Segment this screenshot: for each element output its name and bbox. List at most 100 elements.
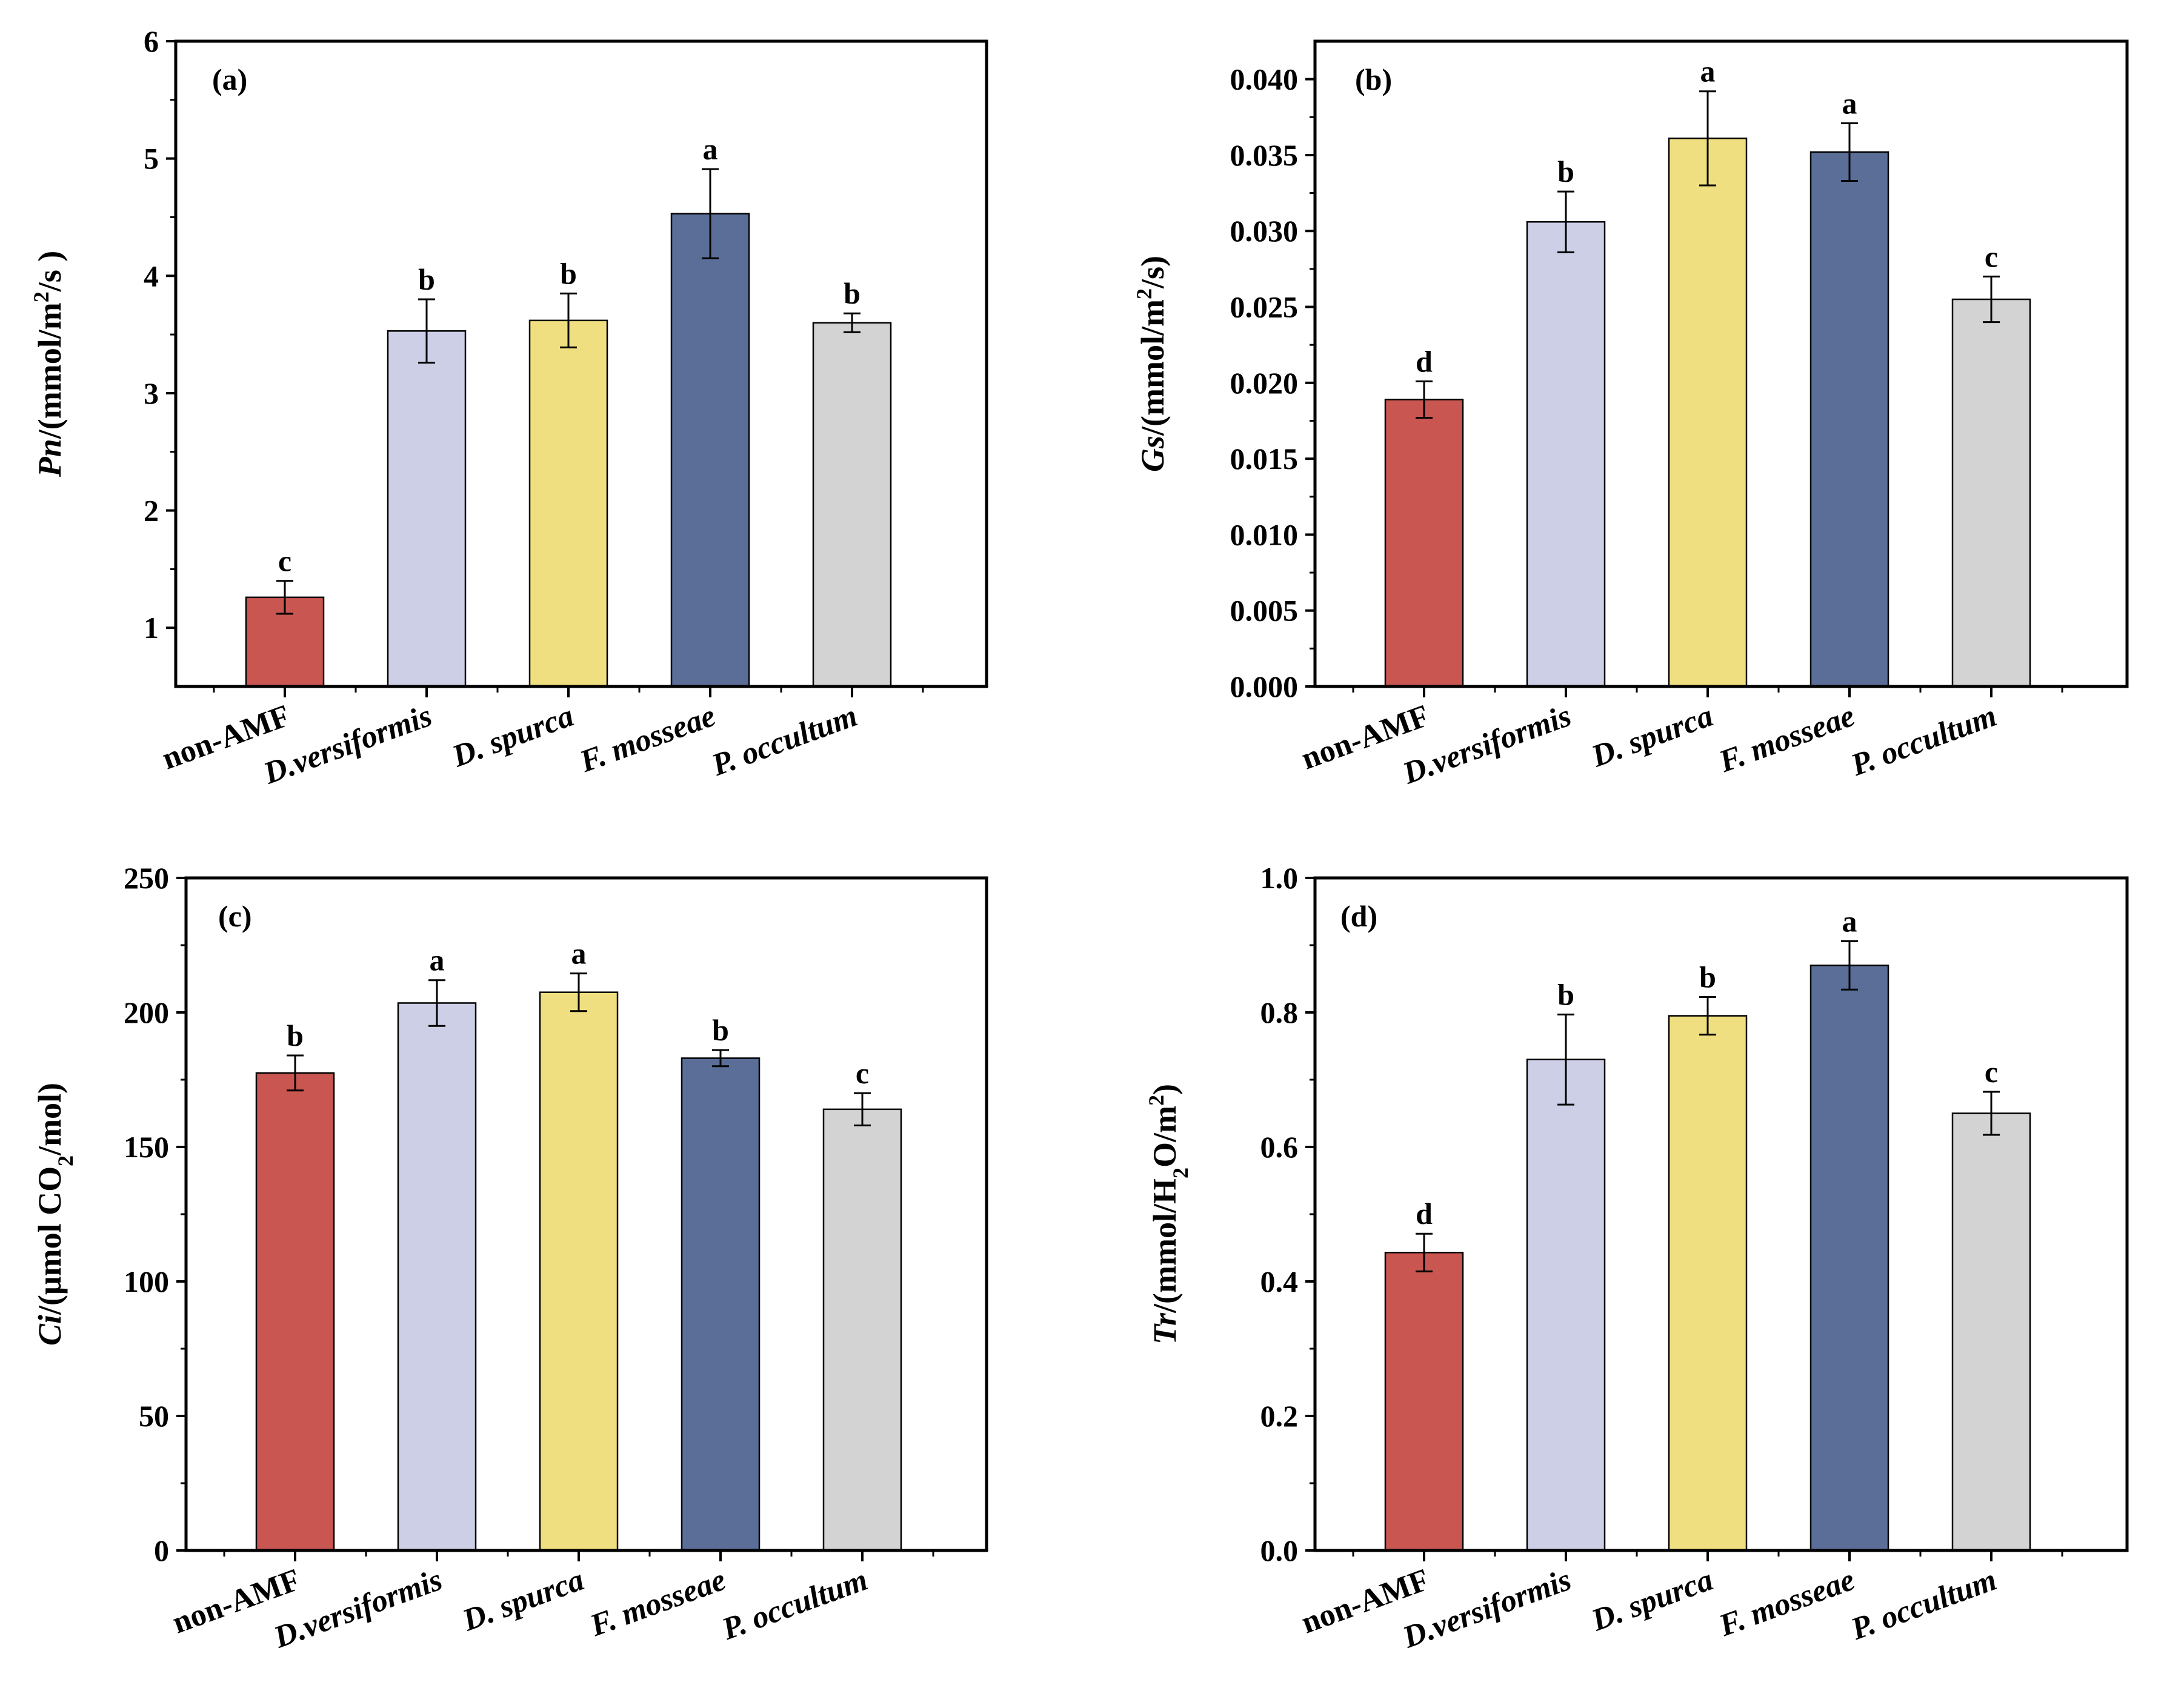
y-axis-title-part: 2 — [1132, 288, 1156, 299]
category-label: P. occultum — [1846, 699, 2001, 783]
y-tick-label: 5 — [144, 142, 159, 176]
y-axis-title-part: /s) — [1134, 256, 1171, 289]
significance-letter: d — [1416, 344, 1433, 378]
y-axis-title-part: 2 — [53, 1155, 78, 1166]
y-tick-label: 250 — [124, 861, 169, 895]
bar-non-amf — [1384, 1252, 1464, 1552]
panel-label: (b) — [1355, 62, 1392, 96]
bar-p-occultum — [1951, 1112, 2031, 1552]
y-tick-label: 0.010 — [1230, 517, 1299, 551]
y-tick-label: 100 — [124, 1264, 169, 1298]
panel-d-chart: dbbac0.00.20.40.60.81.0non-AMFD.versifor… — [1144, 861, 2129, 1655]
category-label: F. mosseae — [575, 699, 720, 780]
y-axis-title-part: Tr — [1147, 1312, 1183, 1344]
y-tick-label: 0.025 — [1230, 290, 1299, 324]
y-tick-label: 4 — [144, 259, 159, 293]
y-axis-title: Tr/(mmol/H2O/m2) — [1144, 1084, 1193, 1344]
bar-f-mosseae — [1809, 965, 1889, 1552]
category-label: D. spurca — [1586, 699, 1717, 774]
panel-c-chart: ba abc050100150200250non-AMFD.versiformis… — [32, 861, 988, 1655]
y-axis-title-part: Ci — [32, 1315, 68, 1346]
y-tick-label: 0.6 — [1260, 1130, 1299, 1164]
significance-letter: a — [1700, 55, 1716, 88]
bar-d-spurca — [539, 991, 619, 1552]
y-tick-label: 0.020 — [1230, 366, 1299, 400]
bar-f-mosseae — [1809, 151, 1889, 688]
significance-letter: b — [418, 262, 435, 296]
plot-frame — [174, 39, 988, 688]
y-tick-label: 0 — [154, 1534, 169, 1567]
y-axis-title-part: /(μmol CO — [32, 1166, 68, 1315]
category-label: F. mosseae — [585, 1563, 730, 1644]
category-label: P. occultum — [717, 1563, 872, 1647]
category-label: P. occultum — [707, 699, 862, 783]
bar-non-amf — [1384, 399, 1464, 688]
bar-d-versiformis — [1526, 1058, 1606, 1552]
significance-letter: b — [1557, 977, 1574, 1011]
significance-letter: b — [1557, 155, 1574, 188]
bar-f-mosseae — [681, 1057, 761, 1552]
y-tick-label: 3 — [144, 376, 159, 410]
significance-letter: a — [1842, 904, 1857, 938]
y-tick-label: 1 — [144, 611, 159, 645]
significance-letter: b — [712, 1013, 729, 1047]
y-tick-label: 0.040 — [1230, 62, 1299, 96]
y-axis-title-part: 2 — [29, 291, 53, 302]
y-axis-title-part: Gs — [1134, 436, 1171, 472]
significance-letter: c — [856, 1056, 869, 1090]
y-tick-label: 6 — [144, 24, 159, 58]
bar-non-amf — [255, 1072, 335, 1552]
significance-letter: c — [1985, 1055, 1998, 1089]
bar-d-versiformis — [1526, 221, 1606, 688]
bar-p-occultum — [812, 322, 892, 688]
category-label: F. mosseae — [1714, 699, 1859, 780]
y-axis-title: Ci/(μmol CO2/mol) — [32, 1083, 78, 1346]
significance-letter: a — [430, 943, 445, 977]
significance-letter: a — [1842, 86, 1857, 120]
bar-d-versiformis — [397, 1002, 477, 1552]
plot-frame — [1313, 39, 2129, 688]
y-tick-label: 0.035 — [1230, 138, 1299, 172]
y-tick-label: 0.000 — [1230, 670, 1299, 703]
y-axis-title-part: ) — [1147, 1084, 1183, 1095]
category-label: F. mosseae — [1714, 1563, 1859, 1644]
significance-letter: a — [703, 132, 718, 166]
y-axis-title-part: 2 — [1168, 1168, 1193, 1178]
bar-f-mosseae — [670, 213, 750, 688]
y-axis-title: Gs/(mmol/m2/s) — [1132, 256, 1171, 472]
panel-label: (c) — [218, 899, 252, 933]
significance-letter: c — [1985, 239, 1998, 273]
y-axis-title-part: /(mmol/H — [1147, 1178, 1183, 1314]
bar-d-spurca — [1668, 138, 1748, 688]
y-tick-label: 200 — [124, 995, 169, 1029]
y-axis-title-part: 2 — [1144, 1095, 1168, 1106]
bar-d-spurca — [1668, 1015, 1748, 1552]
bar-p-occultum — [822, 1108, 902, 1552]
y-tick-label: 0.030 — [1230, 214, 1299, 248]
y-axis-title-part: Pn — [32, 439, 68, 477]
y-tick-label: 1.0 — [1260, 861, 1299, 895]
significance-letter: c — [278, 544, 291, 578]
y-tick-label: 0.2 — [1260, 1399, 1299, 1433]
significance-letter: b — [560, 256, 577, 290]
panel-b-chart: d b a a c 0.000 0.005 0.010 0.015 0.020 0.025 0.030… — [1132, 39, 2129, 791]
category-label: P. occultum — [1846, 1563, 2001, 1647]
category-label: D. spurca — [458, 1563, 588, 1638]
significance-letter: d — [1416, 1197, 1433, 1231]
y-axis-title-part: /(mmol/m — [32, 302, 68, 439]
significance-letter: b — [844, 276, 861, 310]
y-tick-label: 0.8 — [1260, 995, 1299, 1029]
y-axis-title-part: O/m — [1147, 1106, 1183, 1168]
y-tick-label: 2 — [144, 494, 159, 528]
significance-letter: a — [571, 937, 587, 971]
y-axis-title-part: /mol) — [32, 1083, 68, 1156]
bar-d-versiformis — [387, 330, 467, 688]
y-tick-label: 0.005 — [1230, 594, 1299, 628]
y-tick-label: 0.4 — [1260, 1264, 1299, 1298]
panel-label: (d) — [1340, 899, 1377, 933]
significance-letter: b — [1699, 960, 1716, 994]
category-label: D. spurca — [447, 699, 578, 774]
y-axis-title-part: /(mmol/m — [1134, 299, 1171, 436]
